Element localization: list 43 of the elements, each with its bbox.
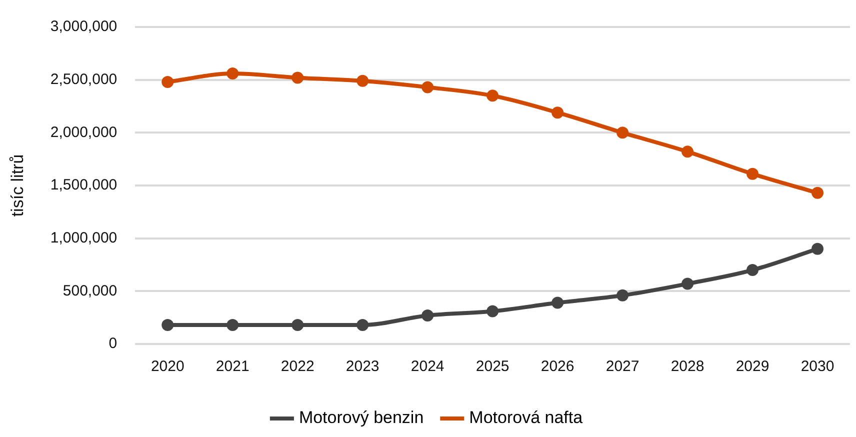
point [682, 278, 694, 290]
x-tick-label: 2027 [606, 358, 640, 376]
legend-label: Motorový benzin [298, 408, 424, 428]
y-tick-label: 500,000 [62, 282, 118, 300]
point [356, 74, 369, 87]
point [486, 305, 499, 318]
x-tick-label: 2022 [280, 358, 314, 376]
point [552, 106, 564, 119]
point [422, 81, 434, 94]
point [486, 90, 499, 102]
x-tick-label: 2023 [346, 358, 380, 376]
x-tick-label: 2029 [736, 358, 770, 376]
x-tick-label: 2030 [800, 358, 834, 376]
point [746, 168, 759, 180]
y-tick-label: 1,000,000 [50, 229, 118, 246]
point [292, 72, 304, 84]
point [552, 296, 564, 309]
x-tick-label: 2025 [476, 358, 510, 376]
x-tick-label: 2026 [540, 358, 574, 376]
point [746, 264, 759, 276]
y-tick-label: 0 [108, 335, 118, 352]
legend-label: Motorová nafta [469, 408, 584, 428]
point [616, 289, 629, 302]
point [226, 318, 239, 331]
y-tick-label: 1,500,000 [50, 176, 118, 194]
x-tick-label: 2020 [150, 358, 184, 376]
x-tick-label: 2021 [216, 358, 250, 376]
y-tick-label: 3,000,000 [50, 18, 118, 36]
y-axis-title: tisíc litrů [8, 154, 27, 217]
point [226, 67, 239, 80]
point [292, 318, 304, 331]
point [812, 186, 824, 199]
point [682, 146, 694, 158]
point [422, 309, 434, 322]
x-tick-label: 2028 [670, 358, 704, 376]
y-tick-label: 2,500,000 [50, 70, 118, 88]
point [162, 76, 174, 88]
point [812, 242, 824, 255]
y-tick-label: 2,000,000 [50, 124, 118, 141]
point [356, 318, 369, 331]
point [616, 126, 629, 139]
point [162, 318, 174, 331]
x-tick-label: 2024 [410, 358, 444, 376]
